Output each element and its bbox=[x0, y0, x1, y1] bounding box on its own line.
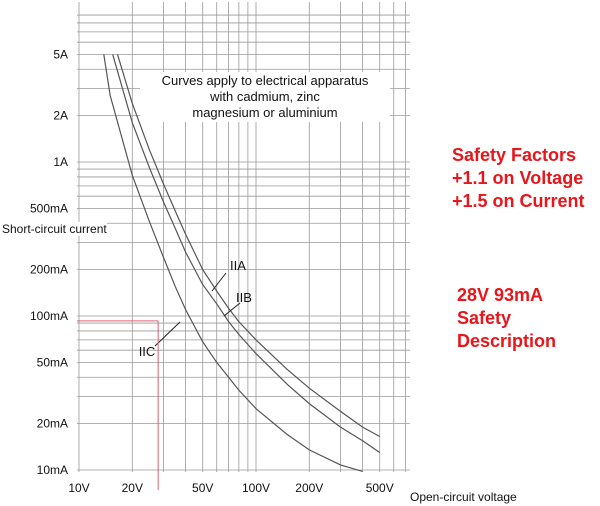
curve-label-leader bbox=[223, 302, 241, 317]
curve-label-leader bbox=[154, 321, 181, 347]
safety-description-label: Safety bbox=[457, 308, 512, 328]
y-tick-label: 2A bbox=[53, 109, 68, 123]
y-tick-label: 50mA bbox=[37, 355, 68, 369]
safety-factors-title: Safety Factors bbox=[452, 145, 577, 165]
safety-description-rating: 28V 93mA bbox=[457, 285, 544, 305]
curve-label-iia: IIA bbox=[230, 258, 246, 273]
x-tick-label: 10V bbox=[68, 481, 89, 495]
safety-description: 28V 93mA Safety Description bbox=[457, 284, 556, 353]
y-tick-label: 10mA bbox=[37, 463, 68, 477]
curve-iic bbox=[103, 54, 363, 472]
x-axis-title: Open-circuit voltage bbox=[410, 490, 517, 504]
chart-note: Curves apply to electrical apparatus wit… bbox=[140, 72, 390, 122]
curve-label-iib: IIB bbox=[236, 290, 252, 305]
safety-factor-current: +1.5 on Current bbox=[452, 191, 585, 211]
note-line: magnesium or aluminium bbox=[192, 105, 338, 120]
y-axis-title: Short-circuit current bbox=[2, 222, 107, 236]
x-tick-label: 500V bbox=[366, 481, 394, 495]
curve-iia bbox=[116, 54, 380, 438]
curve-label-iic: IIC bbox=[139, 344, 156, 359]
safety-description-label-2: Description bbox=[457, 331, 557, 351]
x-tick-label: 20V bbox=[122, 481, 143, 495]
x-tick-label: 50V bbox=[192, 481, 213, 495]
y-tick-label: 100mA bbox=[30, 309, 68, 323]
y-tick-label: 20mA bbox=[37, 417, 68, 431]
y-tick-label: 500mA bbox=[30, 201, 68, 215]
note-line: Curves apply to electrical apparatus bbox=[161, 73, 369, 88]
safety-factors: Safety Factors +1.1 on Voltage +1.5 on C… bbox=[452, 144, 585, 213]
x-tick-label: 200V bbox=[295, 481, 323, 495]
curve-iib bbox=[112, 54, 381, 453]
y-tick-label: 5A bbox=[53, 47, 68, 61]
x-tick-label: 100V bbox=[242, 481, 270, 495]
note-line: with cadmium, zinc bbox=[210, 89, 320, 104]
y-tick-label: 1A bbox=[53, 155, 68, 169]
safety-factor-voltage: +1.1 on Voltage bbox=[452, 168, 584, 188]
y-tick-label: 200mA bbox=[30, 263, 68, 277]
curve-label-leader bbox=[211, 272, 227, 292]
